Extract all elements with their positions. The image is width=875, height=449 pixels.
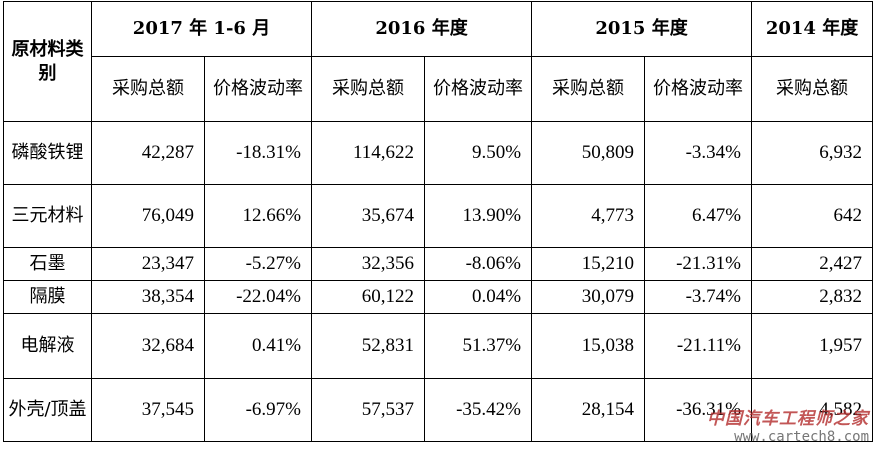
sub-header-amount: 采购总额	[531, 56, 646, 122]
row-category: 三元材料	[3, 184, 92, 248]
table-cell: 52,831	[311, 313, 426, 379]
table-cell: 642	[751, 184, 874, 248]
table-cell: 4,773	[531, 184, 646, 248]
table-row: 隔膜 38,354 -22.04% 60,122 0.04% 30,079 -3…	[3, 280, 874, 314]
row-category: 外壳/顶盖	[3, 378, 92, 442]
table-cell: 13.90%	[424, 184, 533, 248]
table-cell: 30,079	[531, 280, 646, 314]
table-cell: 76,049	[91, 184, 205, 248]
row-category: 电解液	[3, 313, 92, 379]
sub-header-amount: 采购总额	[751, 56, 874, 122]
table-cell: 57,537	[311, 378, 426, 442]
table-cell: 50,809	[531, 121, 646, 185]
table-cell: -3.34%	[644, 121, 753, 185]
row-category: 石墨	[3, 247, 92, 281]
table-cell: 51.37%	[424, 313, 533, 379]
sub-header-amount: 采购总额	[311, 56, 426, 122]
table-cell: -3.74%	[644, 280, 753, 314]
table-cell: 32,356	[311, 247, 426, 281]
table-cell: 38,354	[91, 280, 205, 314]
table-cell: 6,932	[751, 121, 874, 185]
table-cell: 15,210	[531, 247, 646, 281]
table-cell: 15,038	[531, 313, 646, 379]
raw-material-purchase-table: 原材料类别 2017 年 1-6 月 2016 年度 2015 年度 2014 …	[3, 1, 874, 442]
sub-header-volatility: 价格波动率	[644, 56, 753, 122]
table-row: 外壳/顶盖 37,545 -6.97% 57,537 -35.42% 28,15…	[3, 378, 874, 442]
table-cell: -8.06%	[424, 247, 533, 281]
table-cell: 1,957	[751, 313, 874, 379]
table-cell: 12.66%	[203, 184, 313, 248]
table-cell: -21.31%	[644, 247, 753, 281]
table-cell: -21.11%	[644, 313, 753, 379]
table-row: 石墨 23,347 -5.27% 32,356 -8.06% 15,210 -2…	[3, 247, 874, 281]
table-cell: 4,582	[751, 378, 874, 442]
sub-header-volatility: 价格波动率	[203, 56, 313, 122]
table-cell: -5.27%	[203, 247, 313, 281]
sub-header-volatility: 价格波动率	[424, 56, 533, 122]
category-header: 原材料类别	[3, 1, 92, 122]
table-row: 三元材料 76,049 12.66% 35,674 13.90% 4,773 6…	[3, 184, 874, 248]
row-category: 磷酸铁锂	[3, 121, 92, 185]
year-header-2017h1: 2017 年 1-6 月	[90, 1, 313, 57]
year-header-2015: 2015 年度	[531, 1, 753, 57]
table-cell: 0.41%	[203, 313, 313, 379]
table-cell: -18.31%	[203, 121, 313, 185]
table-cell: 42,287	[91, 121, 205, 185]
table-cell: 32,684	[91, 313, 205, 379]
table-cell: 9.50%	[424, 121, 533, 185]
table-row: 电解液 32,684 0.41% 52,831 51.37% 15,038 -2…	[3, 313, 874, 379]
table-cell: 23,347	[91, 247, 205, 281]
table-cell: -22.04%	[203, 280, 313, 314]
table-cell: 28,154	[531, 378, 646, 442]
table-cell: 2,832	[751, 280, 874, 314]
sub-header-amount: 采购总额	[91, 56, 205, 122]
table-cell: -6.97%	[203, 378, 313, 442]
table-cell: 60,122	[311, 280, 426, 314]
year-header-2016: 2016 年度	[311, 1, 533, 57]
table-cell: 114,622	[311, 121, 426, 185]
table-row: 磷酸铁锂 42,287 -18.31% 114,622 9.50% 50,809…	[3, 121, 874, 185]
table-cell: -36.31%	[644, 378, 753, 442]
table-cell: 37,545	[91, 378, 205, 442]
table-cell: 0.04%	[424, 280, 533, 314]
row-category: 隔膜	[3, 280, 92, 314]
table-cell: 35,674	[311, 184, 426, 248]
year-header-2014: 2014 年度	[751, 1, 874, 57]
table-cell: 2,427	[751, 247, 874, 281]
table-cell: -35.42%	[424, 378, 533, 442]
table-cell: 6.47%	[644, 184, 753, 248]
